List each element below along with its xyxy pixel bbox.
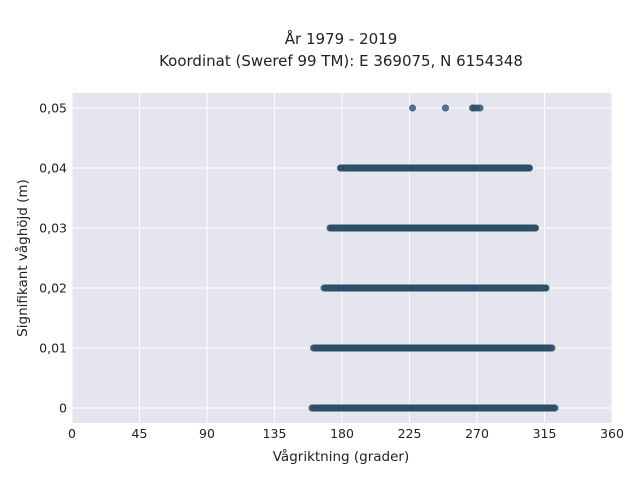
x-tick-label: 0 (68, 426, 76, 441)
scatter-point (336, 224, 344, 232)
y-axis-ticks: 0 0,01 0,02 0,03 0,04 0,05 (39, 101, 67, 416)
x-tick-label: 270 (465, 426, 489, 441)
y-axis-title: Signifikant våghöjd (m) (14, 179, 31, 337)
scatter-point (324, 284, 332, 292)
scatter-point (548, 344, 556, 352)
x-tick-label: 360 (600, 426, 624, 441)
scatter-point (308, 404, 316, 412)
data-points (308, 104, 559, 412)
scatter-point (476, 104, 484, 112)
x-tick-label: 45 (132, 426, 148, 441)
x-tick-label: 135 (263, 426, 287, 441)
x-tick-label: 90 (199, 426, 215, 441)
scatter-point (540, 284, 548, 292)
y-tick-label: 0 (59, 401, 67, 416)
scatter-point (528, 224, 536, 232)
scatter-point (408, 104, 416, 112)
scatter-point (345, 164, 353, 172)
x-axis-ticks: 0 45 90 135 180 225 270 315 360 (68, 426, 624, 441)
y-tick-label: 0,03 (39, 221, 67, 236)
y-tick-label: 0,01 (39, 341, 67, 356)
chart-title-line-2: Koordinat (Sweref 99 TM): E 369075, N 61… (159, 52, 523, 70)
x-tick-label: 315 (533, 426, 557, 441)
x-tick-label: 180 (330, 426, 354, 441)
scatter-point (525, 164, 533, 172)
scatter-point (326, 224, 334, 232)
y-tick-label: 0,02 (39, 281, 67, 296)
scatter-point (441, 104, 449, 112)
x-tick-label: 225 (398, 426, 422, 441)
scatter-point (309, 344, 317, 352)
x-axis-title: Vågriktning (grader) (273, 448, 410, 465)
y-tick-label: 0,05 (39, 101, 67, 116)
chart-title-line-1: År 1979 - 2019 (285, 29, 398, 48)
scatter-point (551, 404, 559, 412)
y-tick-label: 0,04 (39, 161, 67, 176)
